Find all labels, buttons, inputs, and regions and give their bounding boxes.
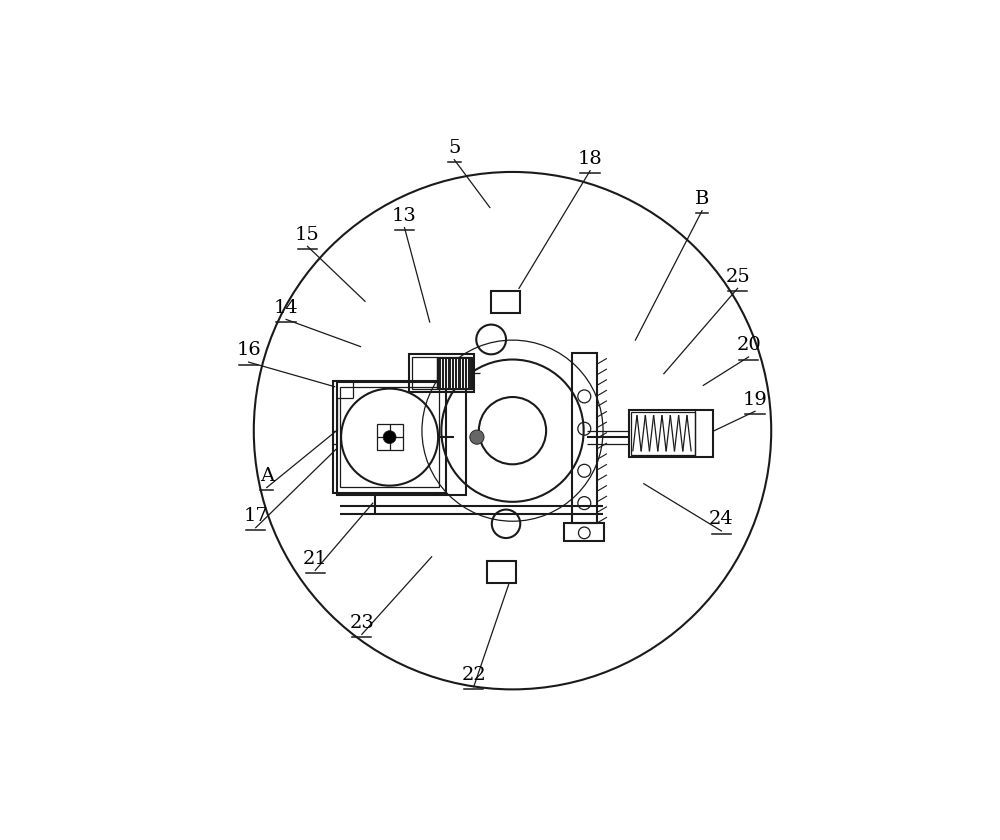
Circle shape xyxy=(383,431,396,444)
Text: 21: 21 xyxy=(303,549,328,568)
Text: 22: 22 xyxy=(461,666,486,684)
Bar xyxy=(438,357,472,389)
Text: 16: 16 xyxy=(236,342,261,360)
Text: 20: 20 xyxy=(736,336,761,354)
Bar xyxy=(487,561,516,583)
Bar xyxy=(337,382,466,496)
Text: 14: 14 xyxy=(274,299,298,317)
Text: A: A xyxy=(260,467,274,485)
Text: 25: 25 xyxy=(725,268,750,286)
Bar xyxy=(629,410,713,456)
Bar xyxy=(412,357,437,389)
Text: B: B xyxy=(695,190,709,208)
Text: 19: 19 xyxy=(743,391,767,408)
Bar xyxy=(377,424,403,450)
Bar xyxy=(340,387,439,487)
Bar xyxy=(564,522,604,541)
Text: 15: 15 xyxy=(295,226,320,244)
Text: 24: 24 xyxy=(709,510,734,528)
Text: 13: 13 xyxy=(392,207,417,225)
Bar xyxy=(333,381,446,493)
Text: 5: 5 xyxy=(448,139,460,157)
Text: 18: 18 xyxy=(578,150,602,168)
Circle shape xyxy=(470,430,484,444)
Bar xyxy=(409,354,474,391)
Text: 23: 23 xyxy=(349,614,374,632)
Bar xyxy=(491,291,520,313)
Bar xyxy=(572,353,597,522)
Text: 17: 17 xyxy=(243,507,268,525)
Bar xyxy=(631,412,695,454)
